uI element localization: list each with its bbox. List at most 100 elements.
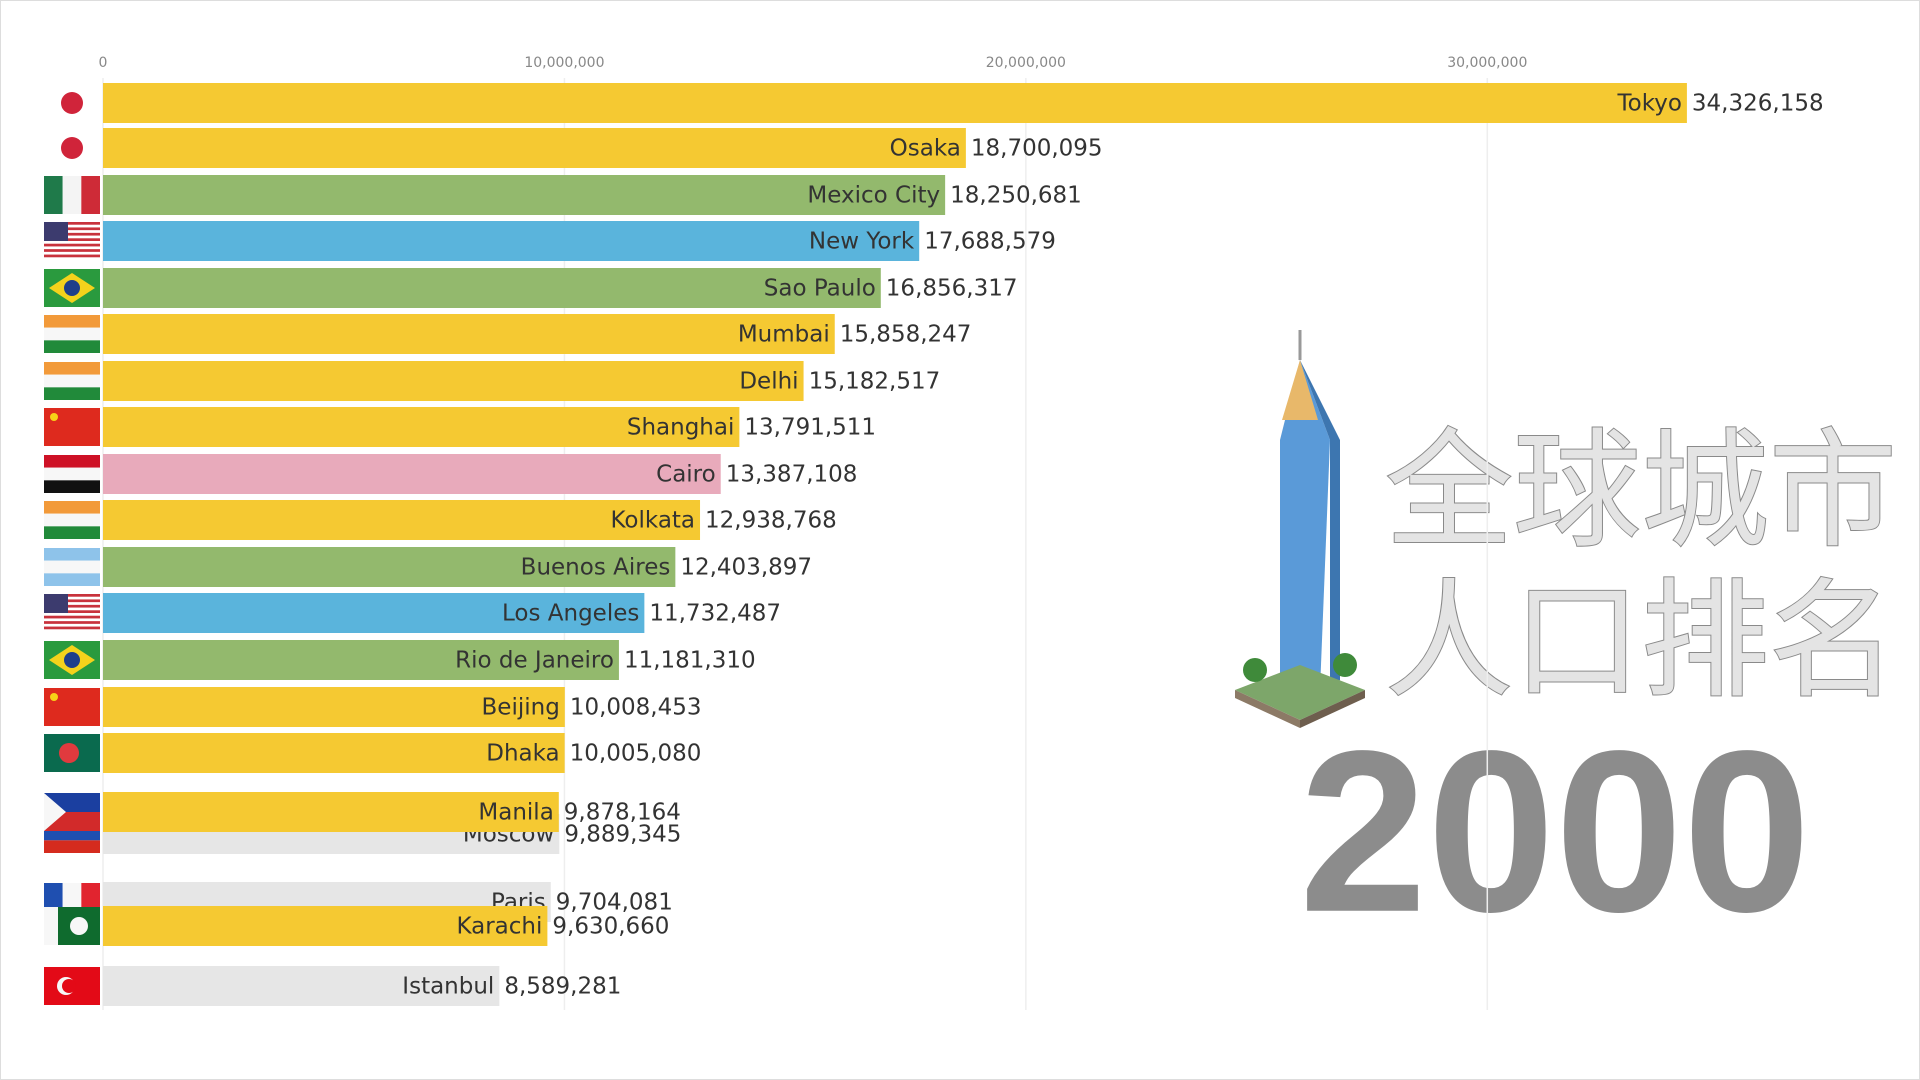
bar-label: New York [809,229,915,255]
bar [103,221,920,261]
bar-label: Dhaka [486,741,559,767]
bar-label: Sao Paulo [764,276,876,302]
year-label: 2000 [1299,703,1811,960]
bar-label: Beijing [482,695,560,721]
flag [44,269,100,307]
flag [44,907,100,945]
title-line: 全球城市 [1385,417,1897,566]
x-tick-label: 10,000,000 [524,55,604,71]
value-label: 12,403,897 [680,555,812,581]
flag-part [70,917,88,935]
bar [103,83,1687,123]
bar [103,175,946,215]
bar-label: Rio de Janeiro [455,648,614,674]
flag [61,92,83,114]
bar-label: Mexico City [807,183,940,209]
x-tick-label: 30,000,000 [1447,55,1527,71]
value-label: 17,688,579 [924,229,1056,255]
bar [103,966,500,1006]
value-label: 12,938,768 [705,508,837,534]
bar [103,407,740,447]
flag [44,222,100,258]
flag-part [44,548,100,561]
bar-label: Karachi [456,914,542,940]
flag-part [44,249,100,252]
value-label: 13,791,511 [744,415,876,441]
flag-part [64,652,80,668]
bar [103,500,701,540]
flag-part [44,176,63,214]
flag-part [44,560,100,574]
bar [103,314,835,354]
value-label: 13,387,108 [726,462,858,488]
flag-part [50,413,58,421]
flag-part [62,176,82,214]
bar-label: Manila [478,800,553,826]
flag-part [44,526,100,539]
bar-label: Los Angeles [502,601,639,627]
bar [103,792,559,832]
flag [44,315,100,353]
flag-part [44,840,100,853]
value-label: 34,326,158 [1692,91,1824,117]
flag [44,408,100,446]
bar [103,593,645,633]
flag-part [44,599,100,603]
flag [61,137,83,159]
flag-part [44,222,100,225]
flag-part [44,327,100,341]
flag-part [44,387,100,400]
bar-label: Cairo [656,462,716,488]
flag [44,641,100,679]
flag-part [44,315,100,328]
value-label: 10,005,080 [570,741,702,767]
bar [103,128,966,168]
x-tick-label: 0 [99,55,108,71]
bar [103,733,565,773]
flag-part [62,979,76,993]
flag-part [44,621,100,624]
tower-illustration [1235,330,1365,728]
bar-label: Delhi [739,369,798,395]
flag-part [44,455,100,468]
bar-label: Mumbai [738,322,830,348]
flag-part [44,222,68,241]
flag-part [59,743,79,763]
flag-part [64,280,80,296]
flag-part [44,467,100,481]
flag-part [50,693,58,701]
value-label: 9,704,081 [556,890,673,916]
flag-part [44,480,100,493]
bar [103,906,548,946]
flag [44,688,100,726]
value-label: 11,181,310 [624,648,756,674]
flag [44,594,100,630]
flag-part [44,594,68,613]
flag-part [44,340,100,353]
flag-part [44,604,100,608]
bar [103,454,721,494]
bar [103,687,565,727]
bar [103,547,676,587]
flag-part [61,92,83,114]
flag [44,793,100,831]
value-label: 18,700,095 [971,136,1103,162]
bar [103,361,804,401]
value-label: 18,250,681 [950,183,1082,209]
flag [44,176,100,214]
x-tick-label: 20,000,000 [986,55,1066,71]
flag-part [61,137,83,159]
flag-part [44,615,100,619]
flag-part [44,238,100,241]
flag-part [44,573,100,586]
flag-part [44,793,66,831]
bar-label: Shanghai [627,415,735,441]
value-label: 11,732,487 [649,601,781,627]
bar [103,640,619,680]
bar-label: Osaka [890,136,961,162]
flag [44,734,100,772]
flag-part [44,254,100,258]
flag [44,548,100,586]
value-label: 9,889,345 [564,822,681,848]
